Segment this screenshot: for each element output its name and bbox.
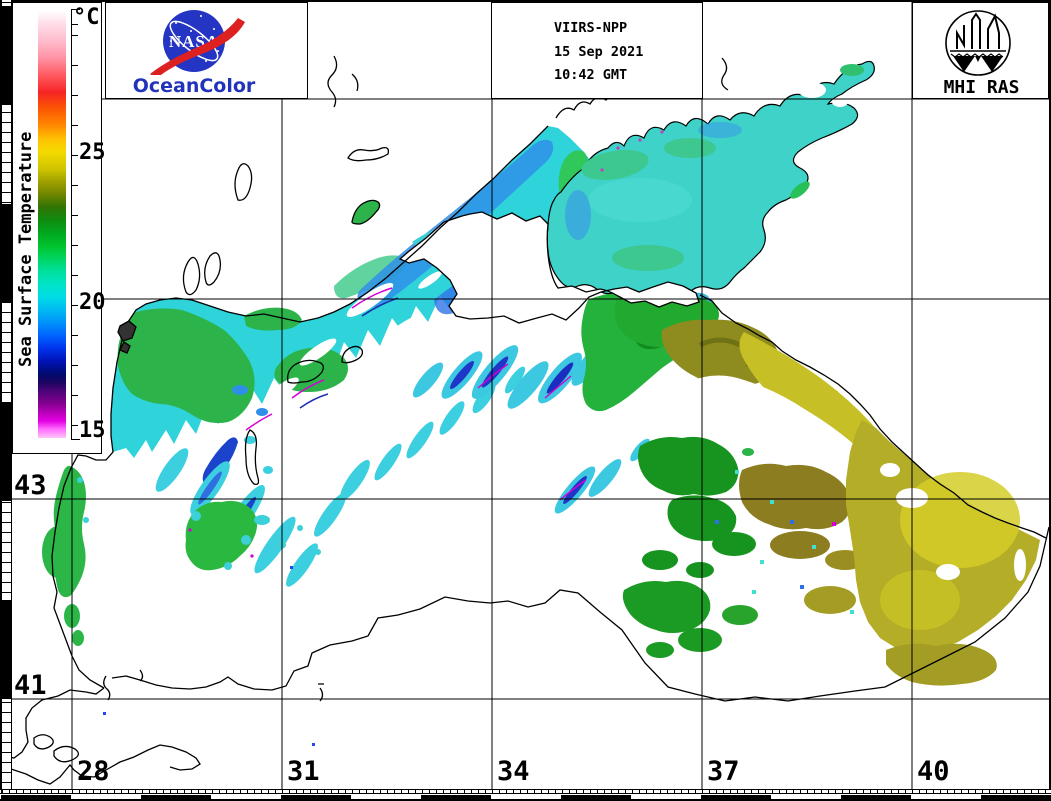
lon-label-37: 37 <box>707 756 740 787</box>
colorbar-tick-label-25: 25 <box>79 140 106 165</box>
colorbar-gradient <box>38 11 66 438</box>
coastlines <box>1 55 1050 785</box>
lat-label-43: 43 <box>14 470 47 501</box>
latitude-ruler <box>0 0 12 790</box>
lon-label-31: 31 <box>287 756 320 787</box>
sst-data-layer <box>42 60 1040 746</box>
sensor-name: VIIRS-NPP <box>554 20 628 36</box>
mhi-ras-box: MHI RAS <box>912 2 1049 99</box>
mhi-ras-logo-icon <box>945 10 1011 76</box>
observation-time: 10:42 GMT <box>554 67 628 83</box>
lon-label-28: 28 <box>77 756 110 787</box>
lon-label-40: 40 <box>917 756 950 787</box>
colorbar-title: Sea Surface Temperature <box>16 131 36 367</box>
colorbar-tick-label-20: 20 <box>79 290 106 315</box>
mhi-ras-wordmark: MHI RAS <box>943 77 1020 98</box>
colorbar-axis-cap-bottom <box>71 439 80 440</box>
colorbar-legend: Sea Surface Temperature °C 25 20 15 <box>12 2 106 454</box>
frame-top-edge <box>0 0 1051 2</box>
lat-label-41: 41 <box>14 670 47 701</box>
longitude-ruler-degree-bands <box>0 795 1051 801</box>
colorbar-tick-label-15: 15 <box>79 418 106 443</box>
colorbar-tick-marks <box>71 9 78 440</box>
colorbar-axis-cap-top <box>71 9 80 10</box>
oceancolor-wordmark: OceanColor <box>132 75 256 97</box>
longitude-ruler-fine-ticks <box>0 789 1051 794</box>
crimea-peninsula <box>398 211 700 324</box>
longitude-ruler <box>0 789 1051 801</box>
frame-right-edge <box>1049 0 1051 801</box>
colorbar-unit-label: °C <box>73 5 100 30</box>
nasa-logo-icon: NASA <box>150 10 245 75</box>
nasa-oceancolor-box: NASA OceanColor <box>105 2 308 99</box>
observation-date: 15 Sep 2021 <box>554 44 644 60</box>
lon-label-34: 34 <box>497 756 530 787</box>
observation-info-box: VIIRS-NPP 15 Sep 2021 10:42 GMT <box>491 2 703 99</box>
